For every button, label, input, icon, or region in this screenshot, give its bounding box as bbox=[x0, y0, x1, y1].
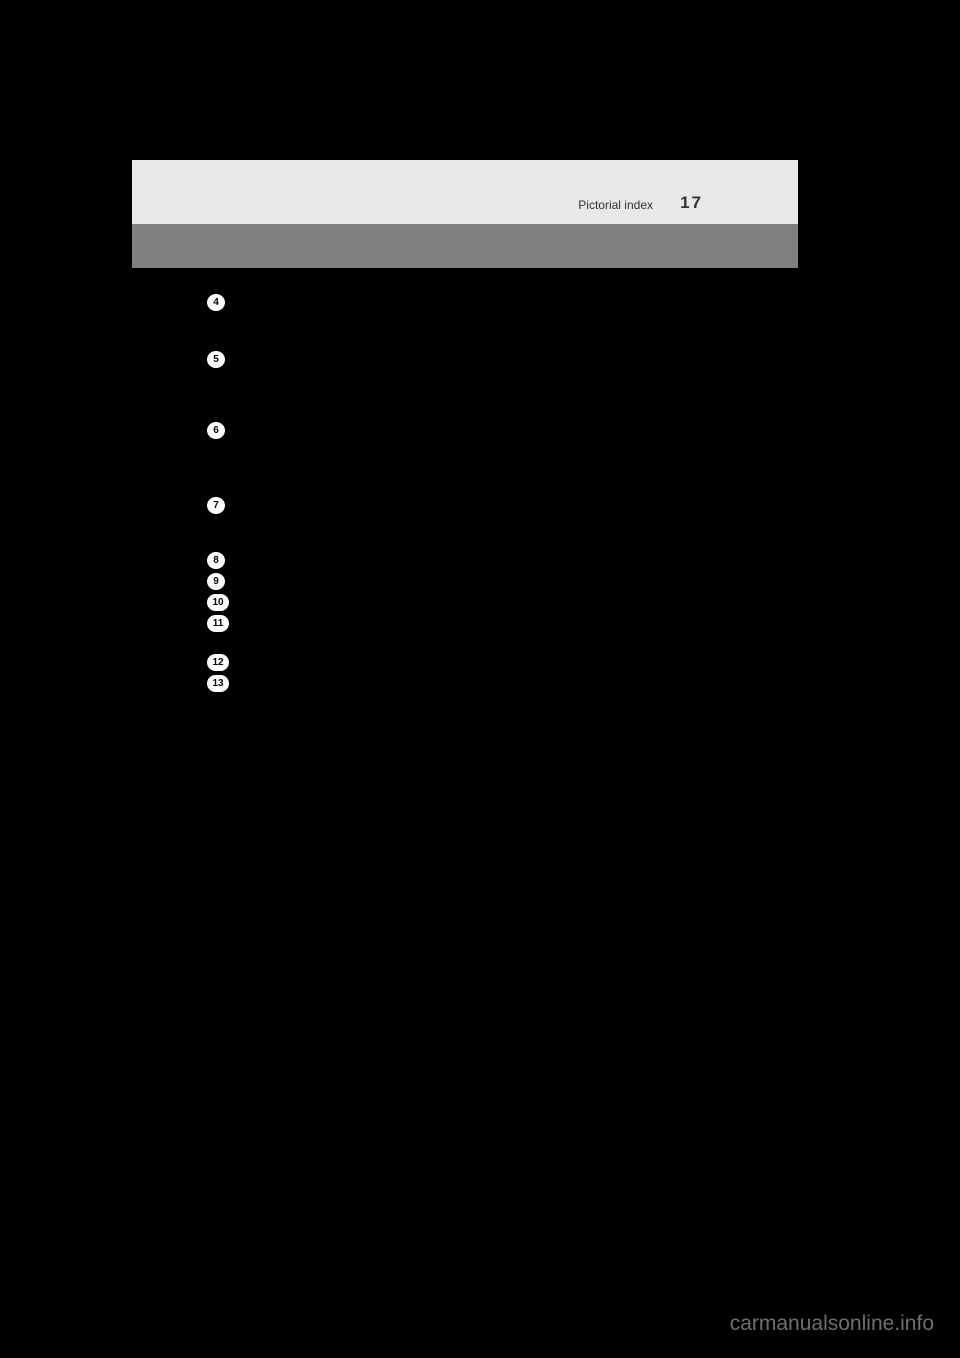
index-item: 12 bbox=[207, 654, 798, 671]
index-item: 11 bbox=[207, 615, 798, 632]
circled-number-icon: 6 bbox=[207, 422, 225, 439]
watermark: carmanualsonline.info bbox=[730, 1312, 934, 1336]
index-item: 5 bbox=[207, 351, 798, 368]
content-area: 4 5 6 7 8 9 10 11 12 bbox=[132, 268, 798, 692]
index-item: 7 bbox=[207, 497, 798, 514]
circled-number-icon: 11 bbox=[207, 615, 229, 632]
circled-number-icon: 5 bbox=[207, 351, 225, 368]
circled-number-icon: 10 bbox=[207, 594, 229, 611]
circled-number-icon: 13 bbox=[207, 675, 229, 692]
circled-number-icon: 8 bbox=[207, 552, 225, 569]
index-item: 6 bbox=[207, 422, 798, 439]
page-number: 17 bbox=[680, 193, 703, 213]
index-item: 4 bbox=[207, 294, 798, 311]
circled-number-icon: 7 bbox=[207, 497, 225, 514]
circled-number-icon: 9 bbox=[207, 573, 225, 590]
section-title: Pictorial index bbox=[578, 198, 653, 212]
index-item: 10 bbox=[207, 594, 798, 611]
header-gray-bar bbox=[132, 224, 798, 268]
index-item: 8 bbox=[207, 552, 798, 569]
header-light-bar: Pictorial index 17 bbox=[132, 160, 798, 224]
page-container: Pictorial index 17 4 5 6 7 8 9 10 bbox=[132, 160, 798, 1220]
index-item: 9 bbox=[207, 573, 798, 590]
index-item: 13 bbox=[207, 675, 798, 692]
circled-number-icon: 12 bbox=[207, 654, 229, 671]
circled-number-icon: 4 bbox=[207, 294, 225, 311]
